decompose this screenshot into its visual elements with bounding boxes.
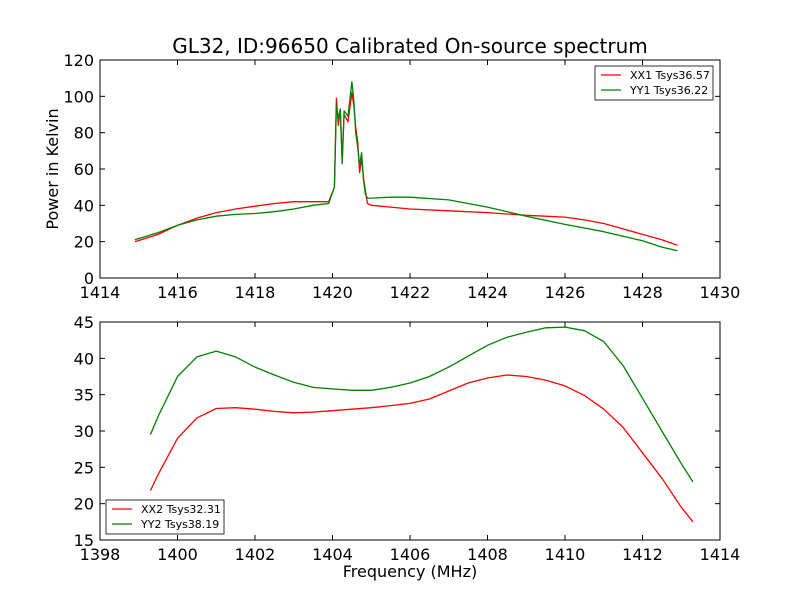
x-tick-label: 1416 bbox=[157, 283, 198, 302]
x-tick-label: 1426 bbox=[545, 283, 586, 302]
legend: XX2 Tsys32.31 YY2 Tsys38.19 bbox=[105, 499, 225, 535]
x-tick-label: 1428 bbox=[622, 283, 663, 302]
y-tick-label: 80 bbox=[74, 124, 94, 143]
x-tick-label: 1430 bbox=[700, 283, 741, 302]
y-tick-label: 20 bbox=[74, 233, 94, 252]
x-tick-label: 1398 bbox=[80, 545, 121, 564]
y-tick-label: 0 bbox=[84, 269, 94, 288]
y-tick-label: 20 bbox=[74, 495, 94, 514]
series-line-yy1 bbox=[134, 81, 678, 252]
x-tick-label: 1412 bbox=[622, 545, 663, 564]
y-axis-label: Power in Kelvin bbox=[43, 108, 62, 229]
legend: XX1 Tsys36.57 YY1 Tsys36.22 bbox=[594, 65, 714, 101]
y-tick-label: 100 bbox=[63, 87, 94, 106]
y-tick-label: 120 bbox=[63, 51, 94, 70]
x-tick-label: 1424 bbox=[467, 283, 508, 302]
chart-title: GL32, ID:96650 Calibrated On-source spec… bbox=[172, 34, 648, 58]
x-tick-label: 1420 bbox=[312, 283, 353, 302]
x-tick-label: 1410 bbox=[545, 545, 586, 564]
y-tick-label: 60 bbox=[74, 160, 94, 179]
x-tick-label: 1408 bbox=[467, 545, 508, 564]
top-plot: 1414 1416 1418 1420 1422 1424 1426 1428 1430 0 20 4… bbox=[43, 51, 740, 302]
x-tick-label: 1418 bbox=[235, 283, 276, 302]
series-line-xx2 bbox=[149, 374, 694, 523]
x-tick-label: 1402 bbox=[235, 545, 276, 564]
y-tick-label: 35 bbox=[74, 386, 94, 405]
y-tick-label: 45 bbox=[74, 313, 94, 332]
x-tick-label: 1404 bbox=[312, 545, 353, 564]
y-tick-label: 30 bbox=[74, 422, 94, 441]
legend-entry: YY2 Tsys38.19 bbox=[140, 518, 219, 531]
x-tick-label: 1406 bbox=[390, 545, 431, 564]
x-axis-label: Frequency (MHz) bbox=[343, 562, 477, 581]
series-line-yy2 bbox=[149, 326, 694, 483]
bottom-plot: 1398 1400 1402 1404 1406 1408 1410 1412 1414 15 20… bbox=[74, 313, 741, 581]
y-tick-label: 25 bbox=[74, 458, 94, 477]
legend-entry: XX2 Tsys32.31 bbox=[141, 503, 221, 516]
x-tick-label: 1422 bbox=[390, 283, 431, 302]
y-tick-label: 40 bbox=[74, 196, 94, 215]
x-tick-label: 1414 bbox=[700, 545, 741, 564]
legend-box bbox=[105, 499, 225, 535]
y-tick-label: 40 bbox=[74, 349, 94, 368]
legend-entry: YY1 Tsys36.22 bbox=[629, 84, 708, 97]
legend-entry: XX1 Tsys36.57 bbox=[630, 69, 710, 82]
legend-box bbox=[594, 65, 714, 101]
x-tick-label: 1400 bbox=[157, 545, 198, 564]
x-tick-label: 1414 bbox=[80, 283, 121, 302]
y-tick-label: 15 bbox=[74, 531, 94, 550]
